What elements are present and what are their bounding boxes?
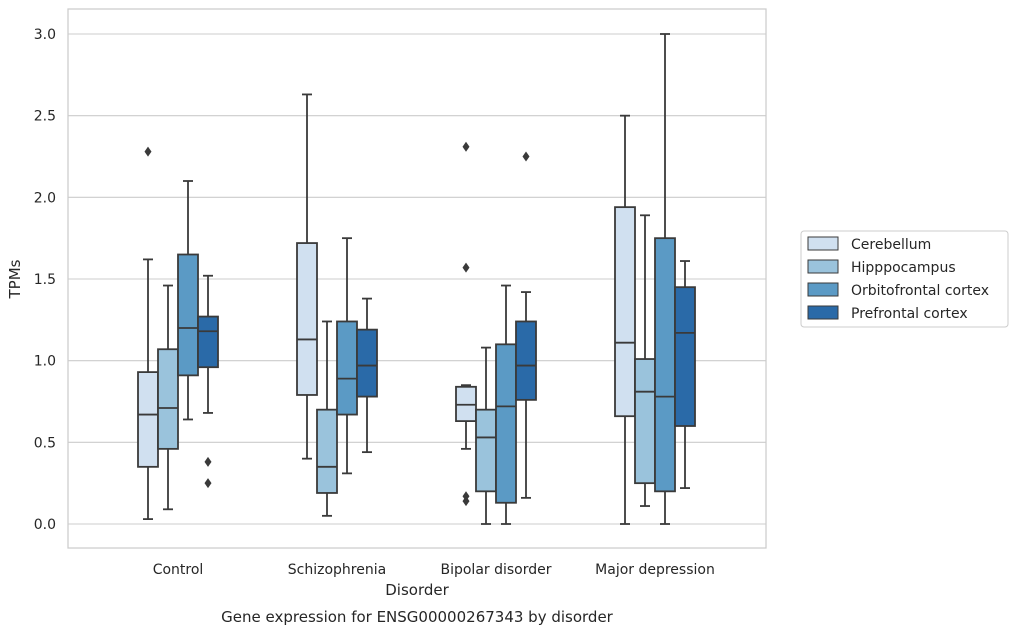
box-2-2 [495, 284, 517, 525]
box-3-1 [356, 297, 378, 454]
y-axis-label: TPMs [6, 259, 24, 299]
box-1-2 [475, 346, 497, 525]
box-body [197, 315, 219, 369]
y-tick-label: 2.5 [34, 109, 56, 125]
outlier-point [522, 151, 530, 162]
legend-swatch [807, 259, 839, 274]
outlier-point [462, 262, 470, 273]
box-0-3 [614, 114, 636, 525]
outlier-point [144, 146, 152, 157]
box-1-1 [316, 320, 338, 517]
box-body [137, 371, 159, 468]
box-body [356, 328, 378, 398]
box-body [654, 237, 676, 493]
box-body [515, 320, 537, 401]
outlier-point [204, 456, 212, 467]
legend-label: Hipppocampus [851, 260, 956, 276]
y-tick-label: 0.5 [34, 435, 56, 451]
chart-caption: Gene expression for ENSG00000267343 by d… [221, 608, 614, 626]
x-tick-label: Schizophrenia [288, 562, 386, 578]
box-1-0 [157, 284, 179, 511]
legend-label: Orbitofrontal cortex [851, 283, 989, 299]
x-axis-label: Disorder [385, 581, 449, 599]
legend-swatch [807, 305, 839, 320]
box-3-3 [674, 260, 696, 489]
x-tick-label: Bipolar disorder [440, 562, 551, 578]
box-2-1 [336, 237, 358, 475]
box-0-0 [137, 146, 159, 520]
box-body [336, 320, 358, 416]
outlier-point [462, 496, 470, 507]
box-body [475, 408, 497, 493]
box-0-2 [455, 141, 477, 507]
box-1-3 [634, 214, 656, 507]
legend-swatch [807, 282, 839, 297]
box-2-0 [177, 180, 199, 421]
box-body [177, 253, 199, 377]
y-tick-label: 1.5 [34, 272, 56, 288]
box-2-3 [654, 33, 676, 525]
legend-swatch [807, 236, 839, 251]
box-body [495, 343, 517, 504]
box-body [634, 358, 656, 485]
x-tick-label: Major depression [595, 562, 715, 578]
boxes [137, 33, 696, 525]
y-tick-label: 3.0 [34, 27, 56, 43]
x-tick-label: Control [153, 562, 204, 578]
legend: Cerebellum Hipppocampus Orbitofrontal cort… [800, 230, 1009, 328]
box-body [614, 206, 636, 418]
box-body [296, 242, 318, 396]
x-tick-labels: Control Schizophrenia Bipolar disorder Majo… [153, 562, 715, 578]
y-tick-labels: 0.0 0.5 1.0 1.5 2.0 2.5 3.0 [34, 27, 56, 533]
box-0-1 [296, 93, 318, 460]
y-tick-label: 0.0 [34, 517, 56, 533]
box-body [157, 348, 179, 450]
box-3-0 [197, 274, 219, 489]
y-tick-label: 1.0 [34, 354, 56, 370]
box-body [674, 286, 696, 427]
legend-frame [800, 230, 1009, 328]
outlier-point [462, 141, 470, 152]
legend-label: Prefrontal cortex [851, 306, 968, 322]
legend-label: Cerebellum [851, 237, 931, 253]
y-tick-label: 2.0 [34, 190, 56, 206]
outlier-point [204, 478, 212, 489]
box-3-2 [515, 151, 537, 499]
box-body [316, 408, 338, 494]
plot-frame [67, 8, 767, 549]
